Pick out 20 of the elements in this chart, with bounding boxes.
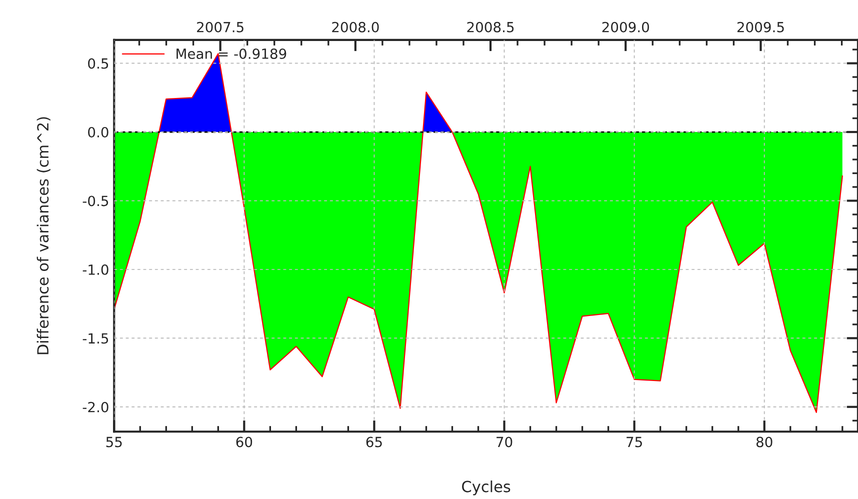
y-tick-label: 0.0: [88, 126, 108, 138]
y-tick-label: -0.5: [82, 196, 108, 206]
x-axis-title: Cycles: [462, 480, 510, 496]
x2-tick-label: 2008.0: [332, 22, 379, 32]
x-tick-label: 55: [106, 436, 122, 448]
y-tick-label: -1.0: [82, 264, 108, 275]
y-axis-title: Difference of variances (cm^2): [36, 117, 50, 354]
x2-tick-label: 2008.5: [467, 22, 514, 32]
x-tick-label: 75: [626, 436, 642, 448]
y-tick-label: 0.5: [88, 58, 108, 69]
x2-tick-label: 2009.5: [737, 22, 784, 32]
x2-tick-label: 2007.5: [197, 22, 244, 32]
x-tick-label: 65: [366, 436, 382, 448]
x-tick-label: 70: [496, 436, 512, 448]
x2-tick-label: 2009.0: [602, 22, 649, 32]
x-tick-label: 80: [756, 436, 772, 448]
legend-label: Mean = -0.9189: [176, 48, 286, 60]
y-tick-label: -2.0: [82, 402, 108, 412]
y-tick-label: -1.5: [82, 333, 108, 344]
x-tick-label: 60: [236, 436, 252, 448]
